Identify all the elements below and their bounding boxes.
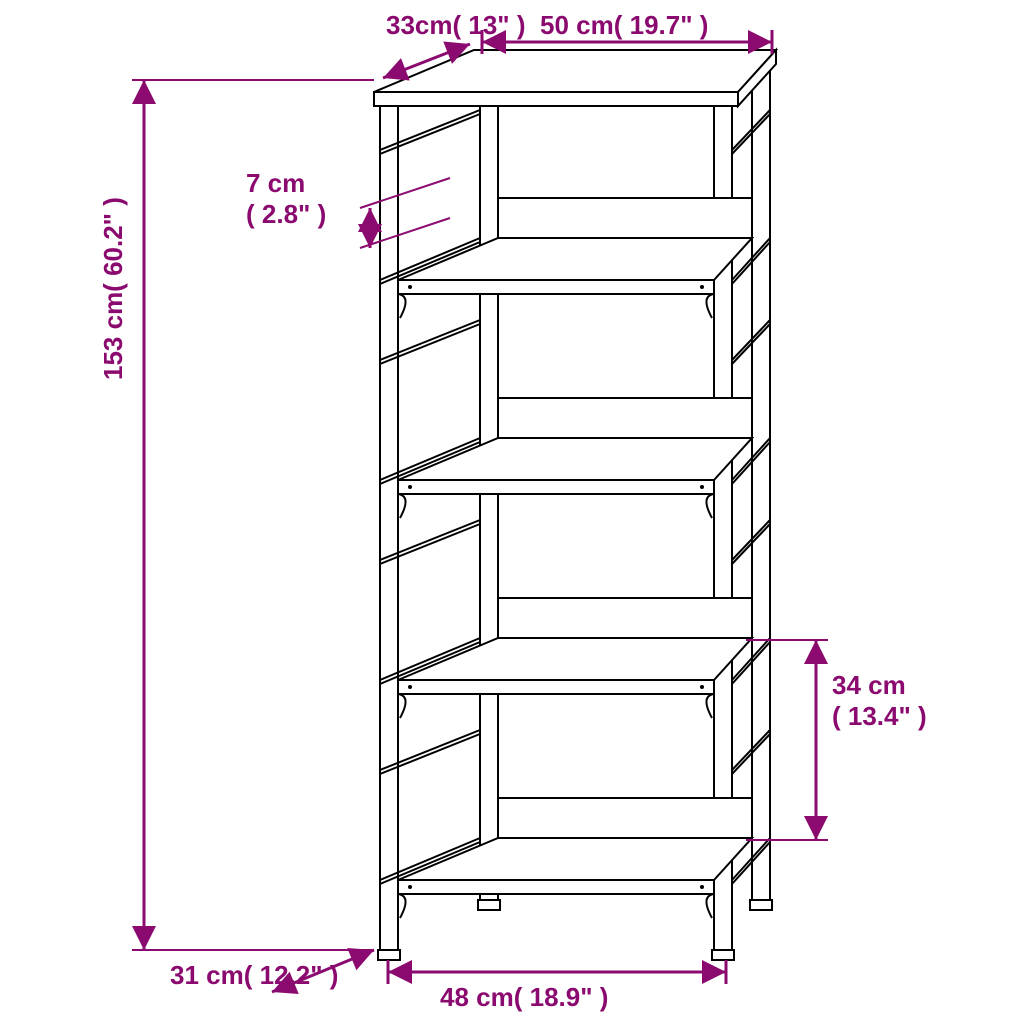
dim-in: ( 19.7" ) bbox=[614, 10, 709, 40]
dim-cm: 31 cm bbox=[170, 960, 244, 990]
dim-back-panel-height: 7 cm( 2.8" ) bbox=[246, 168, 326, 230]
dim-level-height: 34 cm( 13.4" ) bbox=[832, 670, 927, 732]
dim-cm: 7 cm bbox=[246, 168, 305, 198]
dim-in: ( 12.2" ) bbox=[244, 960, 339, 990]
dim-in: ( 60.2" ) bbox=[98, 197, 128, 292]
dim-bottom-width: 48 cm( 18.9" ) bbox=[440, 982, 608, 1013]
dim-cm: 153 cm bbox=[98, 292, 128, 380]
dim-cm: 48 cm bbox=[440, 982, 514, 1012]
dim-top-depth: 33cm( 13" ) bbox=[386, 10, 526, 41]
dim-in: ( 13.4" ) bbox=[832, 701, 927, 731]
dim-cm: 33cm bbox=[386, 10, 453, 40]
shelf-technical-drawing bbox=[0, 0, 1024, 1024]
dim-cm: 34 cm bbox=[832, 670, 906, 700]
dim-in: ( 18.9" ) bbox=[514, 982, 609, 1012]
dim-bottom-depth: 31 cm( 12.2" ) bbox=[170, 960, 338, 991]
dim-in: ( 2.8" ) bbox=[246, 199, 326, 229]
dim-in: ( 13" ) bbox=[453, 10, 526, 40]
dim-overall-height: 153 cm( 60.2" ) bbox=[98, 197, 129, 380]
dim-cm: 50 cm bbox=[540, 10, 614, 40]
dim-top-width: 50 cm( 19.7" ) bbox=[540, 10, 708, 41]
